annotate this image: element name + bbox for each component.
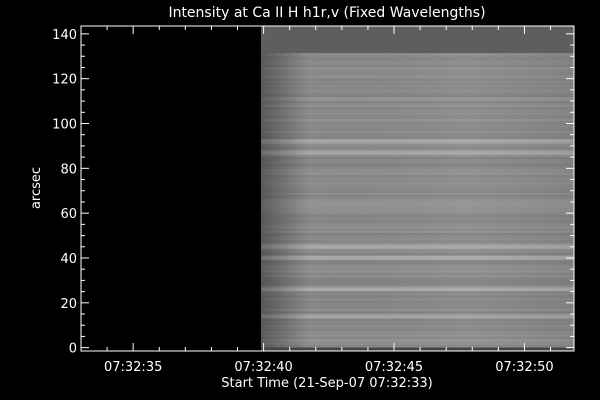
x-tick-label: 07:32:45 bbox=[365, 360, 423, 375]
bottom-edge-band bbox=[260, 347, 574, 351]
x-tick-label: 07:32:50 bbox=[495, 360, 553, 375]
column-shading bbox=[260, 52, 574, 348]
y-axis-label: arcsec bbox=[29, 167, 44, 209]
x-axis-label: Start Time (21-Sep-07 07:32:33) bbox=[221, 376, 432, 391]
y-tick-label: 60 bbox=[60, 207, 77, 222]
y-tick-label: 120 bbox=[52, 73, 77, 88]
y-tick-label: 40 bbox=[60, 252, 77, 267]
y-axis: 0 20 40 60 80 100 120 140 bbox=[52, 28, 574, 357]
x-tick-label: 07:32:35 bbox=[104, 360, 162, 375]
y-tick-label: 80 bbox=[60, 162, 77, 177]
x-tick-label: 07:32:40 bbox=[234, 360, 292, 375]
y-tick-label: 100 bbox=[52, 118, 77, 133]
x-axis: 07:32:35 07:32:40 07:32:45 07:32:50 bbox=[80, 26, 554, 375]
chart-title: Intensity at Ca II H h1r,v (Fixed Wavele… bbox=[168, 5, 485, 21]
heatmap-area bbox=[260, 26, 574, 351]
y-tick-label: 20 bbox=[60, 297, 77, 312]
y-tick-label: 140 bbox=[52, 28, 77, 43]
no-data-band bbox=[260, 26, 574, 53]
plot-frame bbox=[80, 25, 575, 352]
y-tick-label: 0 bbox=[69, 342, 77, 357]
